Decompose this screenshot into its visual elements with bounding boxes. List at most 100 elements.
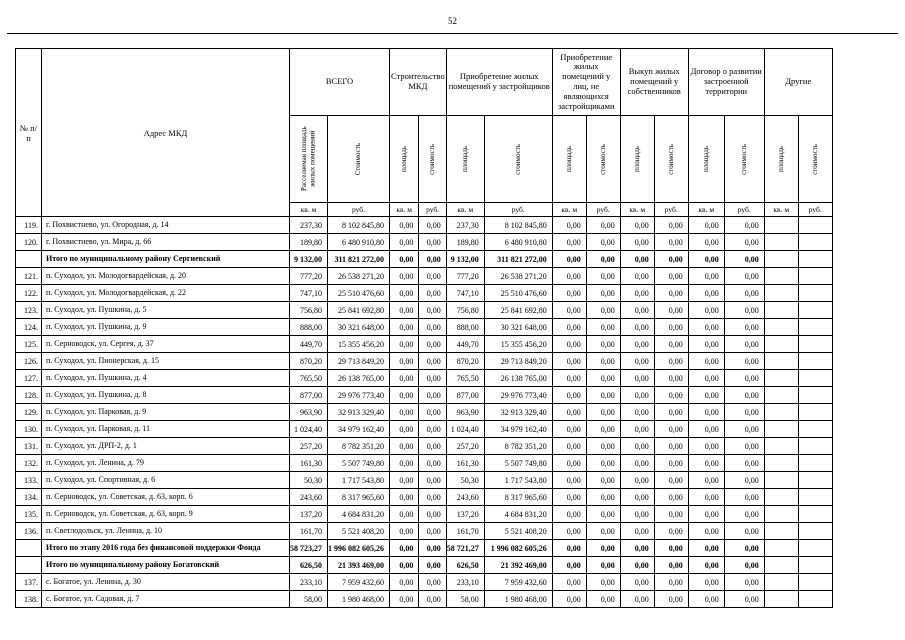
row-value: 161,70 [289, 522, 328, 540]
row-value: 0,00 [418, 267, 447, 285]
row-value: 0,00 [723, 573, 765, 591]
row-value: 0,00 [551, 505, 587, 523]
row-number: 137. [15, 573, 42, 591]
row-value [797, 335, 833, 353]
row-value: 8 782 351,20 [483, 437, 553, 455]
row-value: 26 138 765,00 [483, 369, 553, 387]
row-address: Итого по муниципальному району Сергиевск… [41, 250, 290, 268]
row-value: 0,00 [551, 352, 587, 370]
row-value: 0,00 [585, 539, 621, 557]
row-value: 0,00 [723, 403, 765, 421]
unit-label: кв. м [289, 202, 328, 217]
table-row: 135. п. Серноводск, ул. Советская, д. 63,… [15, 505, 833, 523]
row-value: 21 392 469,00 [483, 556, 553, 574]
table-row: 137. с. Богатое, ул. Ленина, д. 30 233,10 7… [15, 573, 833, 591]
row-value: 0,00 [388, 522, 420, 540]
row-value: 0,00 [418, 386, 447, 404]
row-value: 0,00 [653, 301, 689, 319]
row-value: 237,30 [289, 216, 328, 234]
row-value [763, 352, 799, 370]
row-value: 870,20 [289, 352, 328, 370]
row-value: 0,00 [551, 250, 587, 268]
row-value: 137,20 [289, 505, 328, 523]
unit-label: руб. [483, 202, 553, 217]
row-value [763, 386, 799, 404]
col-group-development-contract: Договор о развитии застроенной территори… [687, 48, 765, 116]
row-value: 0,00 [653, 352, 689, 370]
row-value: 0,00 [619, 539, 655, 557]
subheader-4-1: стоимость [653, 115, 689, 203]
row-value: 0,00 [418, 573, 447, 591]
row-value: 0,00 [653, 590, 689, 608]
row-value: 0,00 [723, 352, 765, 370]
row-value: 0,00 [723, 471, 765, 489]
unit-label: руб. [327, 202, 390, 217]
row-value: 137,20 [445, 505, 485, 523]
row-value: 50,30 [445, 471, 485, 489]
row-value: 0,00 [653, 233, 689, 251]
row-value: 756,80 [445, 301, 485, 319]
row-value: 0,00 [418, 369, 447, 387]
row-value: 0,00 [619, 437, 655, 455]
row-address: п. Суходол, ул. Спортивная, д. 6 [41, 471, 290, 489]
row-value: 0,00 [418, 318, 447, 336]
row-value: 0,00 [619, 301, 655, 319]
row-value: 4 684 831,20 [327, 505, 390, 523]
row-value: 0,00 [585, 301, 621, 319]
row-value: 30 321 648,00 [483, 318, 553, 336]
row-value: 0,00 [687, 471, 725, 489]
row-value: 0,00 [551, 335, 587, 353]
row-value: 0,00 [585, 454, 621, 472]
row-address: п. Серноводск, ул. Советская, д. 63, кор… [41, 488, 290, 506]
col-group-purchase-developers: Приобретение жилых помещений у застройщи… [445, 48, 553, 116]
table-body: 119. г. Похвистнево, ул. Огородная, д. 14… [15, 216, 833, 608]
row-value: 0,00 [653, 267, 689, 285]
row-value: 0,00 [585, 522, 621, 540]
row-value: 0,00 [619, 352, 655, 370]
row-address: Итого по этапу 2016 года без финансовой … [41, 539, 290, 557]
table-row: 122. п. Суходол, ул. Молодогвардейская, д… [15, 284, 833, 302]
row-value: 0,00 [585, 471, 621, 489]
row-value: 888,00 [289, 318, 328, 336]
row-value: 0,00 [619, 573, 655, 591]
row-number: 127. [15, 369, 42, 387]
table-row: 132. п. Суходол, ул. Ленина, д. 79 161,30 5… [15, 454, 833, 472]
unit-label: кв. м [388, 202, 420, 217]
row-value: 0,00 [585, 250, 621, 268]
row-value [797, 539, 833, 557]
row-value: 0,00 [418, 335, 447, 353]
unit-label: кв. м [551, 202, 587, 217]
row-value: 7 959 432,60 [483, 573, 553, 591]
row-value: 0,00 [653, 437, 689, 455]
row-value: 0,00 [653, 250, 689, 268]
row-value: 0,00 [551, 267, 587, 285]
row-number [15, 556, 42, 574]
row-value: 0,00 [551, 590, 587, 608]
row-value: 0,00 [388, 301, 420, 319]
row-value: 0,00 [653, 216, 689, 234]
row-value: 32 913 329,40 [483, 403, 553, 421]
row-value: 0,00 [687, 590, 725, 608]
row-value: 0,00 [723, 556, 765, 574]
row-value: 161,30 [289, 454, 328, 472]
row-value: 0,00 [723, 284, 765, 302]
row-value: 29 976 773,40 [327, 386, 390, 404]
row-value: 0,00 [687, 403, 725, 421]
row-value: 0,00 [585, 403, 621, 421]
row-value: 6 480 910,80 [483, 233, 553, 251]
row-value: 0,00 [687, 318, 725, 336]
row-value: 0,00 [723, 318, 765, 336]
row-value [763, 267, 799, 285]
row-value: 0,00 [723, 335, 765, 353]
row-number: 122. [15, 284, 42, 302]
row-value: 8 102 845,80 [327, 216, 390, 234]
row-value [763, 505, 799, 523]
table-row: 127. п. Суходол, ул. Пушкина, д. 4 765,50 2… [15, 369, 833, 387]
row-number: 124. [15, 318, 42, 336]
row-value: 0,00 [551, 488, 587, 506]
row-value: 0,00 [619, 369, 655, 387]
row-value: 233,10 [445, 573, 485, 591]
row-number: 133. [15, 471, 42, 489]
row-value [797, 369, 833, 387]
row-value: 0,00 [619, 233, 655, 251]
